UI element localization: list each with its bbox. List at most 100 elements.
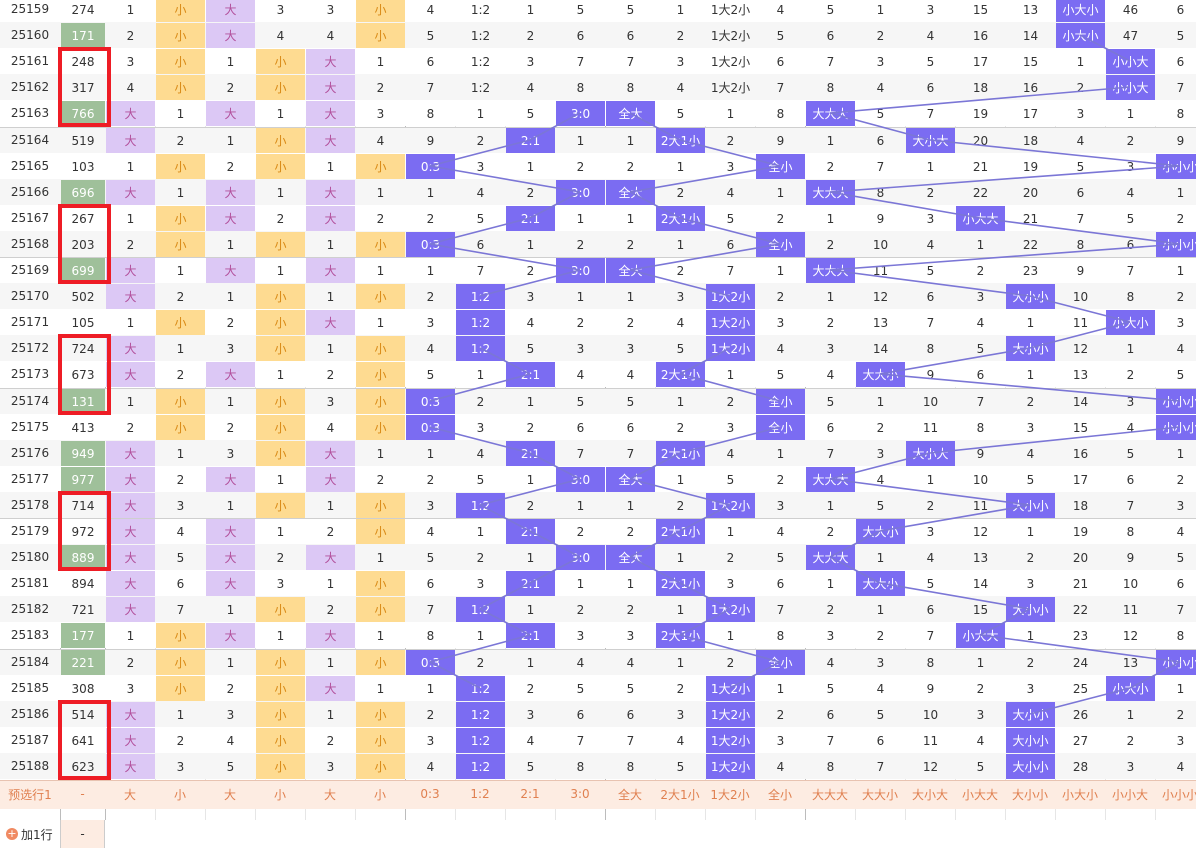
preselect-cell[interactable]: 小 <box>373 787 386 802</box>
preselect-cell[interactable]: 大小大 <box>911 787 948 802</box>
trend-cell: 小小大 <box>1106 49 1155 74</box>
trend-cell: 大 <box>106 597 155 622</box>
row-group-divider <box>0 127 1196 128</box>
trend-cell: 3 <box>926 524 935 539</box>
trend-cell: 4 <box>776 2 785 17</box>
trend-cell: 12 <box>1072 341 1089 356</box>
trend-cell: 2:1 <box>506 441 555 466</box>
trend-cell: 4 <box>926 550 935 565</box>
trend-cell: 4 <box>926 28 935 43</box>
preselect-cell[interactable]: 1:2 <box>470 787 490 801</box>
preselect-cell[interactable]: 小大大 <box>961 787 998 802</box>
preselect-cell[interactable]: 小大小 <box>1061 787 1098 802</box>
trend-cell: 2 <box>676 28 685 43</box>
trend-cell: 小大小 <box>1106 310 1155 335</box>
trend-cell: 10 <box>1122 576 1139 591</box>
trend-cell: 4 <box>776 759 785 774</box>
preselect-cell[interactable]: 小 <box>273 787 286 802</box>
preselect-cell[interactable]: 大大大 <box>811 787 848 802</box>
preselect-cell[interactable]: 小小小 <box>1161 787 1196 802</box>
trend-cell: 2 <box>876 628 885 643</box>
trend-cell: 3 <box>476 159 485 174</box>
trend-cell: 2 <box>826 315 835 330</box>
trend-cell: 小 <box>256 597 305 622</box>
trend-cell: 7 <box>1126 498 1135 513</box>
trend-cell: 2 <box>526 263 535 278</box>
trend-cell: 1 <box>376 315 385 330</box>
trend-cell: 1 <box>526 602 535 617</box>
trend-cell: 3 <box>176 759 185 774</box>
trend-cell: 4 <box>1126 420 1135 435</box>
trend-cell: 7 <box>776 80 785 95</box>
trend-cell: 1 <box>376 54 385 69</box>
trend-cell: 5 <box>426 28 435 43</box>
trend-cell: 1大2小 <box>710 55 751 69</box>
trend-cell: 1 <box>726 524 735 539</box>
trend-cell: 3 <box>326 2 335 17</box>
trend-cell: 小 <box>256 702 305 727</box>
trend-cell: 小小小 <box>1156 154 1196 179</box>
preselect-cell[interactable]: 2大1小 <box>660 787 700 802</box>
trend-cell: 1 <box>576 211 585 226</box>
trend-cell: 大 <box>206 623 255 648</box>
trend-cell: 小 <box>256 650 305 675</box>
trend-cell: 大 <box>106 128 155 153</box>
trend-cell: 大 <box>106 702 155 727</box>
period-cell: 25173 <box>10 367 50 381</box>
period-cell: 25185 <box>10 681 50 695</box>
preselect-cell[interactable]: 1大2小 <box>710 787 750 802</box>
trend-cell: 1大2小 <box>706 336 755 361</box>
preselect-cell[interactable]: 全小 <box>767 787 792 802</box>
preselect-cell[interactable]: 大 <box>123 787 136 802</box>
trend-cell: 小 <box>356 728 405 753</box>
trend-cell: 7 <box>876 759 885 774</box>
preselect-cell[interactable]: 0:3 <box>420 787 440 801</box>
number-cell: 105 <box>71 315 95 330</box>
preselect-cell[interactable]: 2:1 <box>520 787 540 801</box>
preselect-cell[interactable]: 全大 <box>617 787 642 802</box>
trend-cell: 3:0 <box>556 467 605 492</box>
trend-cell: 小 <box>156 23 205 48</box>
period-cell: 25183 <box>10 628 50 642</box>
trend-cell: 5 <box>926 54 935 69</box>
period-cell: 25179 <box>10 524 50 538</box>
preselect-cell[interactable]: 大大小 <box>861 787 898 802</box>
trend-cell: 2 <box>126 655 135 670</box>
preselect-cell[interactable]: 大小小 <box>1011 787 1048 802</box>
trend-cell: 4 <box>226 733 235 748</box>
preselect-cell[interactable]: 小 <box>173 787 186 802</box>
trend-cell: 7 <box>926 315 935 330</box>
preselect-cell[interactable]: 大 <box>323 787 336 802</box>
period-cell: 25163 <box>10 106 50 120</box>
trend-cell: 大大小 <box>856 519 905 544</box>
trend-cell: 2大1小 <box>656 519 705 544</box>
trend-cell: 3 <box>826 341 835 356</box>
trend-cell: 小 <box>256 389 305 414</box>
trend-cell: 小 <box>156 75 205 100</box>
trend-cell: 全小 <box>756 154 805 179</box>
trend-cell: 1 <box>1076 54 1085 69</box>
trend-cell: 2:1 <box>506 128 555 153</box>
add-row-button[interactable]: + 加1行 <box>0 820 60 848</box>
trend-cell: 7 <box>576 54 585 69</box>
trend-cell: 3 <box>676 289 685 304</box>
period-cell: 25162 <box>10 80 50 94</box>
trend-cell: 大 <box>106 467 155 492</box>
trend-cell: 46 <box>1122 2 1139 17</box>
trend-cell: 1 <box>876 550 885 565</box>
trend-cell: 6 <box>1176 54 1185 69</box>
trend-cell: 大 <box>106 545 155 570</box>
trend-cell: 大 <box>106 180 155 205</box>
trend-cell: 3 <box>126 54 135 69</box>
trend-cell: 14 <box>1072 394 1089 409</box>
trend-cell: 2大1小 <box>656 571 705 596</box>
number-cell: 274 <box>71 2 95 17</box>
trend-cell: 3 <box>1176 315 1185 330</box>
trend-cell: 5 <box>576 2 585 17</box>
trend-cell: 2 <box>526 498 535 513</box>
trend-cell: 5 <box>576 681 585 696</box>
preselect-cell[interactable]: 小小大 <box>1111 787 1148 802</box>
preselect-cell[interactable]: 大 <box>223 787 236 802</box>
trend-cell: 6 <box>1126 237 1135 252</box>
preselect-cell[interactable]: 3:0 <box>570 787 590 801</box>
